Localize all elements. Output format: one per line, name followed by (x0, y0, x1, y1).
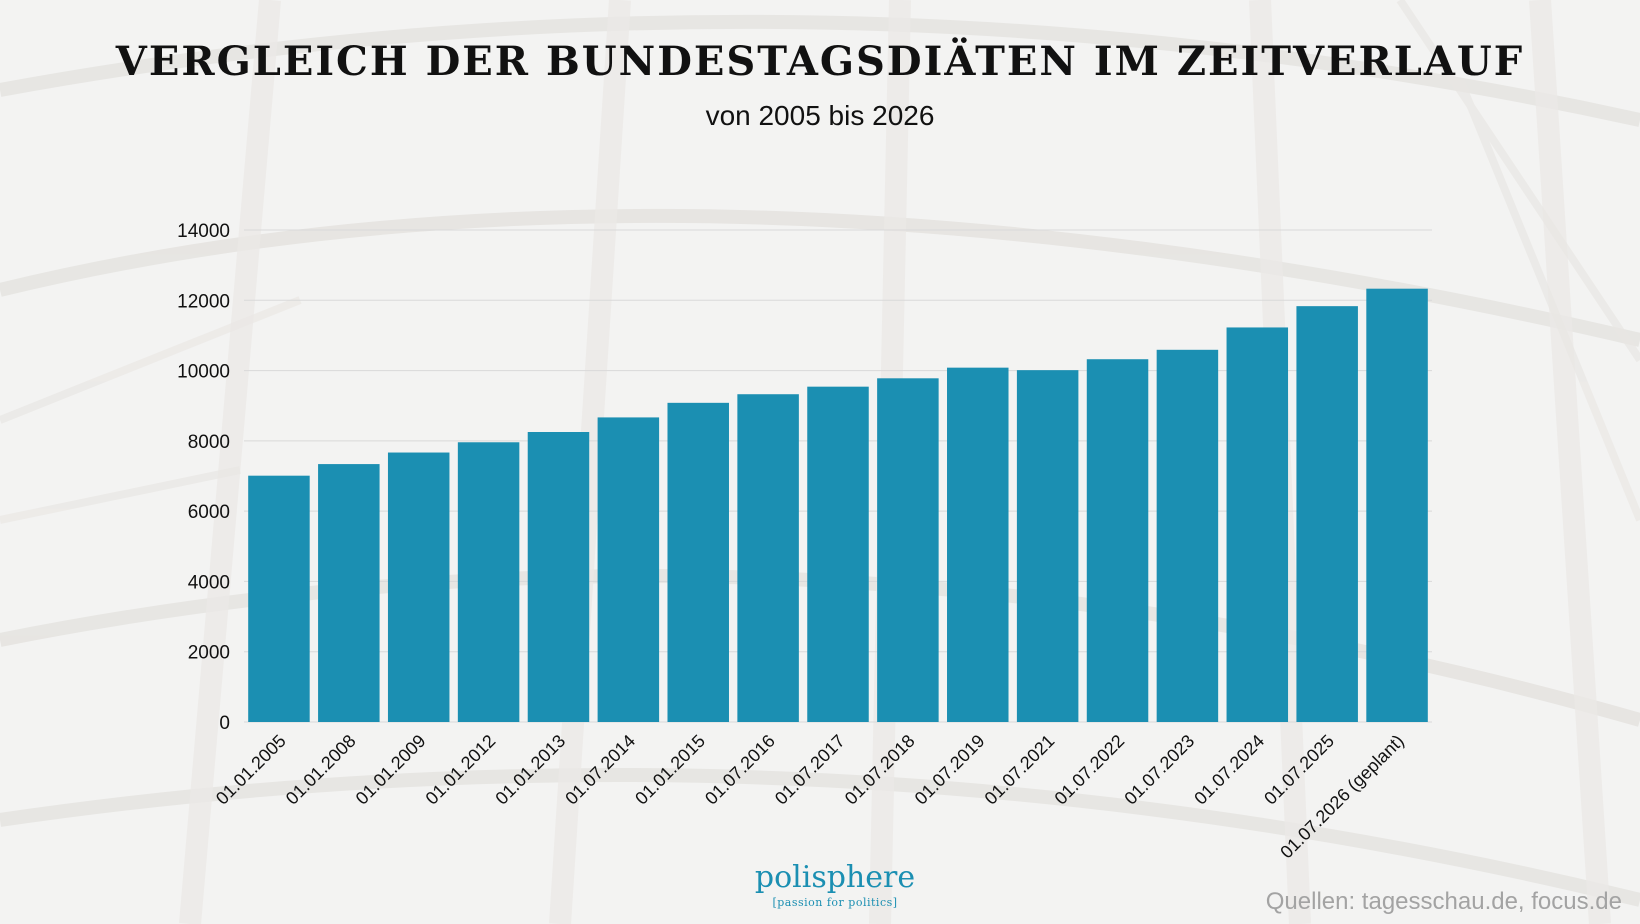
x-tick-label: 01.07.2019 (911, 731, 989, 809)
x-axis-ticks: 01.01.200501.01.200801.01.200901.01.2012… (212, 731, 1408, 863)
chart-subtitle: von 2005 bis 2026 (705, 100, 935, 131)
y-tick-label: 4000 (188, 572, 230, 593)
y-tick-label: 0 (219, 713, 230, 734)
y-tick-label: 10000 (177, 362, 230, 383)
chart-title: VERGLEICH DER BUNDESTAGSDIÄTEN IM ZEITVE… (115, 38, 1525, 85)
bars (248, 288, 1428, 722)
bar (807, 386, 869, 722)
y-tick-label: 6000 (188, 502, 230, 523)
x-tick-label: 01.07.2016 (701, 731, 779, 809)
x-tick-label: 01.07.2021 (981, 731, 1059, 809)
y-tick-label: 12000 (177, 291, 230, 312)
bar (1226, 327, 1289, 722)
bar (387, 452, 450, 722)
bar (877, 378, 939, 722)
x-tick-label: 01.01.2013 (491, 731, 569, 809)
bar (527, 432, 590, 722)
bar (318, 464, 380, 722)
x-tick-label: 01.07.2022 (1051, 731, 1129, 809)
x-tick-label: 01.01.2009 (352, 731, 430, 809)
bar (248, 475, 310, 722)
x-tick-label: 01.07.2018 (841, 731, 919, 809)
x-tick-label: 01.01.2005 (212, 731, 290, 809)
x-tick-label: 01.07.2024 (1190, 731, 1268, 809)
x-tick-label: 01.01.2012 (422, 731, 500, 809)
bar (1086, 359, 1149, 722)
logo-tagline: [passion for politics] (772, 896, 898, 909)
bar (1016, 370, 1079, 722)
bar (737, 394, 799, 722)
x-tick-label: 01.01.2008 (282, 731, 360, 809)
bar (667, 402, 729, 722)
bar (1156, 349, 1219, 722)
y-tick-label: 2000 (188, 643, 230, 664)
polisphere-logo: polisphere [passion for politics] (735, 860, 935, 910)
bar (597, 417, 660, 722)
logo-wordmark: polisphere (754, 860, 916, 895)
bar (1366, 288, 1428, 722)
y-tick-label: 14000 (177, 221, 230, 242)
x-tick-label: 01.07.2023 (1120, 731, 1198, 809)
x-tick-label: 01.01.2015 (631, 731, 709, 809)
x-tick-label: 01.07.2026 (geplant) (1276, 731, 1408, 863)
x-tick-label: 01.07.2014 (561, 731, 639, 809)
bar (457, 442, 520, 722)
y-tick-label: 8000 (188, 432, 230, 453)
bar (947, 367, 1009, 722)
x-tick-label: 01.07.2017 (771, 731, 849, 809)
bar (1296, 306, 1358, 722)
y-axis-ticks: 0 2000 4000 6000 8000 10000 12000 14000 (177, 221, 230, 734)
sources-note: Quellen: tagesschau.de, focus.de (1265, 888, 1622, 915)
